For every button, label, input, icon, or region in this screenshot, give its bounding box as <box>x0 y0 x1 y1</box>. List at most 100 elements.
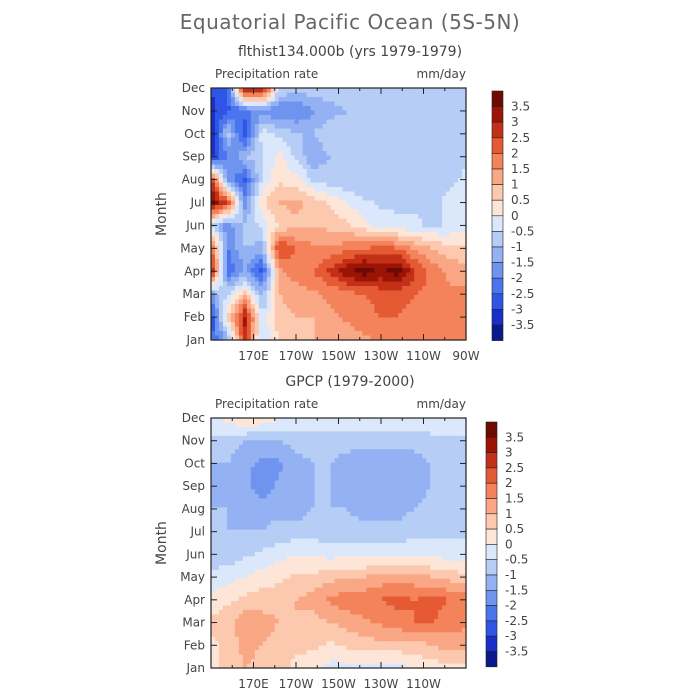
heatmap-cell <box>274 268 280 274</box>
heatmap-cell <box>318 498 324 504</box>
heatmap-cell <box>306 227 312 233</box>
heatmap-cell <box>242 227 248 233</box>
heatmap-cell <box>362 254 367 260</box>
heatmap-cell <box>426 101 431 107</box>
heatmap-cell <box>346 88 352 94</box>
heatmap-cell <box>354 418 360 424</box>
heatmap-cell <box>254 313 260 319</box>
heatmap-cell <box>222 489 228 495</box>
heatmap-cell <box>398 227 403 233</box>
heatmap-cell <box>418 241 423 247</box>
heatmap-cell <box>218 133 224 139</box>
heatmap-cell <box>422 146 427 152</box>
heatmap-cell <box>230 299 236 305</box>
heatmap-cell <box>314 272 320 278</box>
heatmap-cell <box>286 440 292 446</box>
heatmap-cell <box>418 169 423 175</box>
heatmap-cell <box>370 299 375 305</box>
heatmap-cell <box>262 169 268 175</box>
heatmap-cell <box>222 160 228 166</box>
heatmap-cell <box>462 476 467 482</box>
heatmap-cell <box>294 304 300 310</box>
heatmap-cell <box>370 444 375 450</box>
heatmap-cell <box>374 245 379 251</box>
heatmap-cell <box>382 484 387 491</box>
heatmap-cell <box>326 326 332 332</box>
heatmap-cell <box>386 164 391 170</box>
heatmap-cell <box>218 218 224 224</box>
heatmap-cell <box>338 462 344 468</box>
heatmap-cell <box>226 142 232 148</box>
heatmap-cell <box>422 164 427 170</box>
heatmap-cell <box>422 453 427 459</box>
heatmap-cell <box>242 169 248 175</box>
heatmap-cell <box>442 317 447 323</box>
heatmap-cell <box>326 200 332 206</box>
heatmap-cell <box>318 493 324 499</box>
heatmap-cell <box>318 182 324 188</box>
heatmap-cell <box>286 471 292 477</box>
heatmap-cell <box>262 187 268 193</box>
heatmap-cell <box>298 418 304 424</box>
heatmap-cell <box>346 128 352 134</box>
heatmap-cell <box>270 304 276 310</box>
heatmap-cell <box>270 173 276 179</box>
heatmap-cell <box>302 422 308 428</box>
heatmap-cell <box>238 110 244 116</box>
heatmap-cell <box>402 299 407 305</box>
heatmap-cell <box>458 254 463 260</box>
heatmap-cell <box>358 431 363 437</box>
heatmap-cell <box>314 205 320 211</box>
heatmap-cell <box>242 458 248 464</box>
heatmap-cell <box>390 173 395 179</box>
heatmap-cell <box>294 236 300 242</box>
heatmap-cell <box>386 467 391 473</box>
heatmap-cell <box>446 250 451 256</box>
heatmap-cell <box>338 236 344 242</box>
heatmap-cell <box>282 155 288 161</box>
heatmap-cell <box>398 88 403 94</box>
heatmap-cell <box>211 453 216 459</box>
heatmap-cell <box>438 426 443 432</box>
heatmap-cell <box>458 435 463 441</box>
heatmap-cell <box>278 191 284 197</box>
heatmap-cell <box>330 326 336 332</box>
heatmap-cell <box>242 254 248 260</box>
heatmap-cell <box>226 440 232 446</box>
heatmap-cell <box>258 119 264 125</box>
heatmap-cell <box>354 462 360 468</box>
heatmap-cell <box>458 119 463 125</box>
heatmap-cell <box>370 304 375 310</box>
heatmap-cell <box>274 331 280 337</box>
heatmap-cell <box>302 115 308 121</box>
heatmap-cell <box>438 250 443 256</box>
heatmap-cell <box>330 435 336 441</box>
heatmap-cell <box>378 259 383 265</box>
heatmap-cell <box>434 232 439 238</box>
heatmap-cell <box>342 453 348 459</box>
heatmap-cell <box>410 268 415 274</box>
heatmap-cell <box>406 322 411 328</box>
heatmap-cell <box>354 480 360 486</box>
heatmap-cell <box>250 110 256 116</box>
heatmap-cell <box>314 308 320 314</box>
heatmap-cell <box>422 431 427 437</box>
heatmap-cell <box>410 164 415 170</box>
heatmap-cell <box>438 92 443 98</box>
heatmap-cell <box>394 295 399 301</box>
heatmap-cell <box>290 200 296 206</box>
heatmap-cell <box>362 308 367 314</box>
heatmap-cell <box>414 335 419 341</box>
heatmap-cell <box>250 214 256 220</box>
heatmap-cell <box>322 137 328 143</box>
heatmap-cell <box>314 209 320 215</box>
heatmap-cell <box>334 124 340 130</box>
heatmap-cell <box>374 178 379 184</box>
heatmap-cell <box>318 200 324 206</box>
heatmap-cell <box>254 182 260 188</box>
heatmap-cell <box>398 146 403 152</box>
heatmap-cell <box>438 435 443 441</box>
heatmap-cell <box>446 236 451 242</box>
heatmap-cell <box>446 322 451 328</box>
heatmap-cell <box>222 241 228 247</box>
